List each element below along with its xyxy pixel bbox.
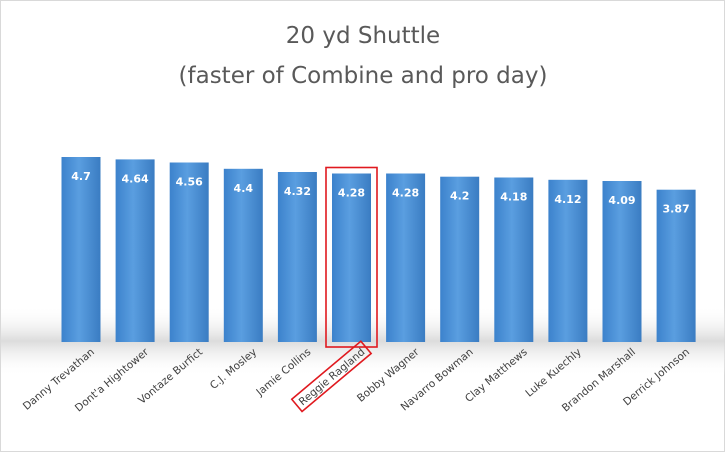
bars-group — [61, 157, 696, 348]
bar-vontaze-burfict — [169, 162, 209, 342]
bar-derrick-johnson — [656, 189, 696, 342]
value-label-danny-trevathan: 4.7 — [71, 170, 91, 183]
value-label-jamie-collins: 4.32 — [284, 185, 311, 198]
bar-bobby-wagner — [386, 173, 426, 342]
highlight-box-bar — [325, 166, 378, 348]
value-label-reggie-ragland: 4.28 — [338, 187, 365, 200]
bar-navarro-bowman — [440, 176, 480, 342]
value-label-luke-kuechly: 4.12 — [554, 193, 581, 206]
bar-reggie-ragland — [332, 173, 371, 342]
value-label-clay-matthews: 4.18 — [500, 191, 527, 204]
bar-clay-matthews — [494, 177, 534, 342]
bar-luke-kuechly — [548, 179, 588, 342]
value-label-vontaze-burfict: 4.56 — [176, 176, 203, 189]
value-label-dont-a-hightower: 4.64 — [122, 172, 149, 185]
bar-dont-a-hightower — [115, 159, 155, 342]
bar-jamie-collins — [277, 172, 317, 342]
bar-brandon-marshall — [602, 181, 642, 342]
bar-c-j-mosley — [223, 168, 263, 342]
value-label-navarro-bowman: 4.2 — [450, 190, 470, 203]
highlight-box-label — [290, 340, 373, 413]
value-labels-group: 4.7 4.64 4.56 4.4 4.32 4.28 4.28 4.2 4.18 4.12 4.0… — [71, 170, 689, 216]
chart-title: 20 yd Shuttle — [286, 23, 440, 49]
value-label-c-j-mosley: 4.4 — [234, 182, 254, 195]
chart-subtitle: (faster of Combine and pro day) — [179, 63, 548, 89]
value-label-brandon-marshall: 4.09 — [608, 194, 635, 207]
bar-danny-trevathan — [61, 157, 101, 342]
value-label-bobby-wagner: 4.28 — [392, 187, 419, 200]
value-label-derrick-johnson: 3.87 — [663, 203, 690, 216]
